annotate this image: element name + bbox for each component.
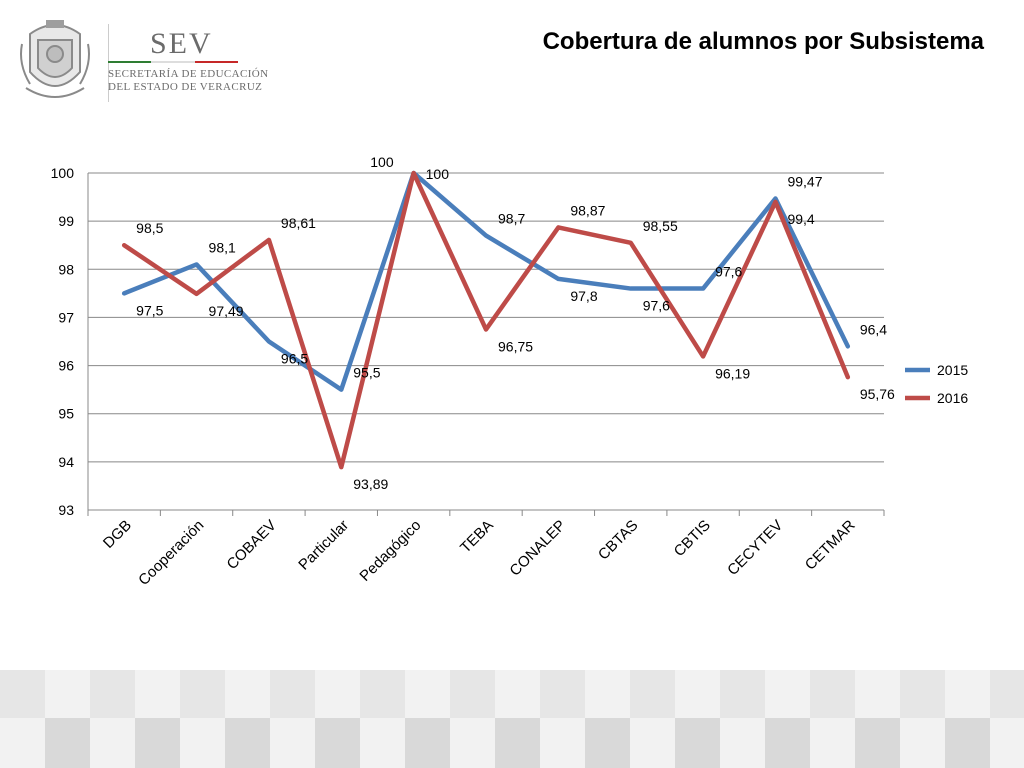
x-tick-label: Particular bbox=[295, 517, 352, 574]
data-point bbox=[484, 327, 488, 331]
data-label: 96,75 bbox=[498, 338, 533, 354]
x-tick-label: TEBA bbox=[457, 517, 497, 557]
x-tick-label: COBAEV bbox=[224, 517, 280, 573]
data-point bbox=[484, 234, 488, 238]
series-line-2016 bbox=[121, 170, 851, 470]
data-point bbox=[267, 238, 271, 242]
legend-label-2015: 2015 bbox=[937, 362, 968, 378]
series bbox=[121, 170, 851, 470]
data-label: 97,8 bbox=[570, 288, 597, 304]
data-label: 98,61 bbox=[281, 215, 316, 231]
logo-text-line-2: DEL ESTADO DE VERACRUZ bbox=[108, 81, 263, 93]
data-point bbox=[556, 225, 560, 229]
logo-word: SEV bbox=[150, 27, 213, 60]
y-tick-label: 95 bbox=[58, 406, 74, 422]
data-point bbox=[122, 291, 126, 295]
data-label: 98,1 bbox=[209, 239, 236, 255]
data-label: 97,6 bbox=[715, 264, 742, 280]
data-label: 97,6 bbox=[643, 298, 670, 314]
footer-decoration bbox=[0, 670, 1024, 768]
data-label: 93,89 bbox=[353, 476, 388, 492]
data-label: 95,76 bbox=[860, 386, 895, 402]
data-point bbox=[339, 388, 343, 392]
data-point bbox=[339, 465, 343, 469]
data-point bbox=[195, 262, 199, 266]
slide-title: Cobertura de alumnos por Subsistema bbox=[542, 28, 984, 55]
data-label: 100 bbox=[370, 154, 394, 170]
data-point bbox=[629, 241, 633, 245]
veracruz-seal-icon bbox=[20, 20, 90, 98]
data-point bbox=[846, 344, 850, 348]
data-point bbox=[122, 243, 126, 247]
line-chart: 93 94 95 96 97 98 99 100 DGB Cooperación COBAEV Par… bbox=[51, 154, 969, 589]
y-tick-label: 98 bbox=[58, 261, 74, 277]
x-tick-label: DGB bbox=[100, 517, 135, 552]
x-tick-label: CBTAS bbox=[595, 517, 642, 564]
data-point bbox=[846, 375, 850, 379]
sev-logo: SEV SECRETARÍA DE EDUCACIÓN DEL ESTADO D… bbox=[16, 14, 268, 110]
x-tick-label: Cooperación bbox=[135, 517, 207, 589]
y-tick-label: 100 bbox=[51, 165, 75, 181]
data-label: 96,19 bbox=[715, 365, 750, 381]
data-label: 96,5 bbox=[281, 351, 308, 367]
data-point bbox=[556, 277, 560, 281]
flag-stripe bbox=[108, 61, 238, 63]
flag-white-stripe bbox=[151, 61, 195, 63]
data-label: 98,55 bbox=[643, 218, 678, 234]
y-tick-label: 99 bbox=[58, 213, 74, 229]
data-label: 100 bbox=[426, 166, 450, 182]
data-labels: 97,5 98,1 96,5 95,5 100 98,7 97,8 97,6 97,6 99,47… bbox=[136, 154, 895, 492]
data-label: 97,49 bbox=[209, 303, 244, 319]
data-label: 99,47 bbox=[787, 174, 822, 190]
y-tick-label: 96 bbox=[58, 358, 74, 374]
data-point bbox=[267, 340, 271, 343]
data-label: 98,7 bbox=[498, 211, 525, 227]
legend-label-2016: 2016 bbox=[937, 390, 968, 406]
data-label: 98,87 bbox=[570, 202, 605, 218]
data-label: 96,4 bbox=[860, 321, 887, 337]
flag-green-stripe bbox=[108, 61, 152, 63]
axes: 93 94 95 96 97 98 99 100 DGB Cooperación COBAEV Par… bbox=[51, 165, 885, 589]
logo-divider bbox=[108, 24, 109, 102]
data-label: 99,4 bbox=[787, 211, 814, 227]
y-tick-label: 93 bbox=[58, 502, 74, 518]
x-tick-label: Pedagógico bbox=[356, 517, 424, 585]
logo-text-line-1: SECRETARÍA DE EDUCACIÓN bbox=[108, 68, 269, 80]
gridlines bbox=[88, 172, 884, 463]
data-label: 98,5 bbox=[136, 220, 163, 236]
x-tick-label: CONALEP bbox=[506, 517, 569, 580]
data-point bbox=[701, 287, 705, 291]
data-label: 97,5 bbox=[136, 302, 163, 318]
data-point bbox=[701, 354, 705, 358]
data-point bbox=[412, 171, 416, 175]
y-tick-label: 94 bbox=[58, 454, 74, 470]
flag-red-stripe bbox=[194, 61, 238, 63]
x-tick-label: CETMAR bbox=[802, 517, 859, 574]
data-point bbox=[629, 287, 633, 291]
x-tick-label: CECYTEV bbox=[724, 517, 786, 579]
legend: 2015 2016 bbox=[905, 362, 968, 406]
data-label: 95,5 bbox=[353, 365, 380, 381]
x-tick-label: CBTIS bbox=[671, 517, 714, 560]
data-point bbox=[773, 197, 777, 201]
data-point bbox=[773, 200, 777, 204]
y-tick-label: 97 bbox=[58, 309, 74, 325]
data-point bbox=[195, 292, 199, 296]
